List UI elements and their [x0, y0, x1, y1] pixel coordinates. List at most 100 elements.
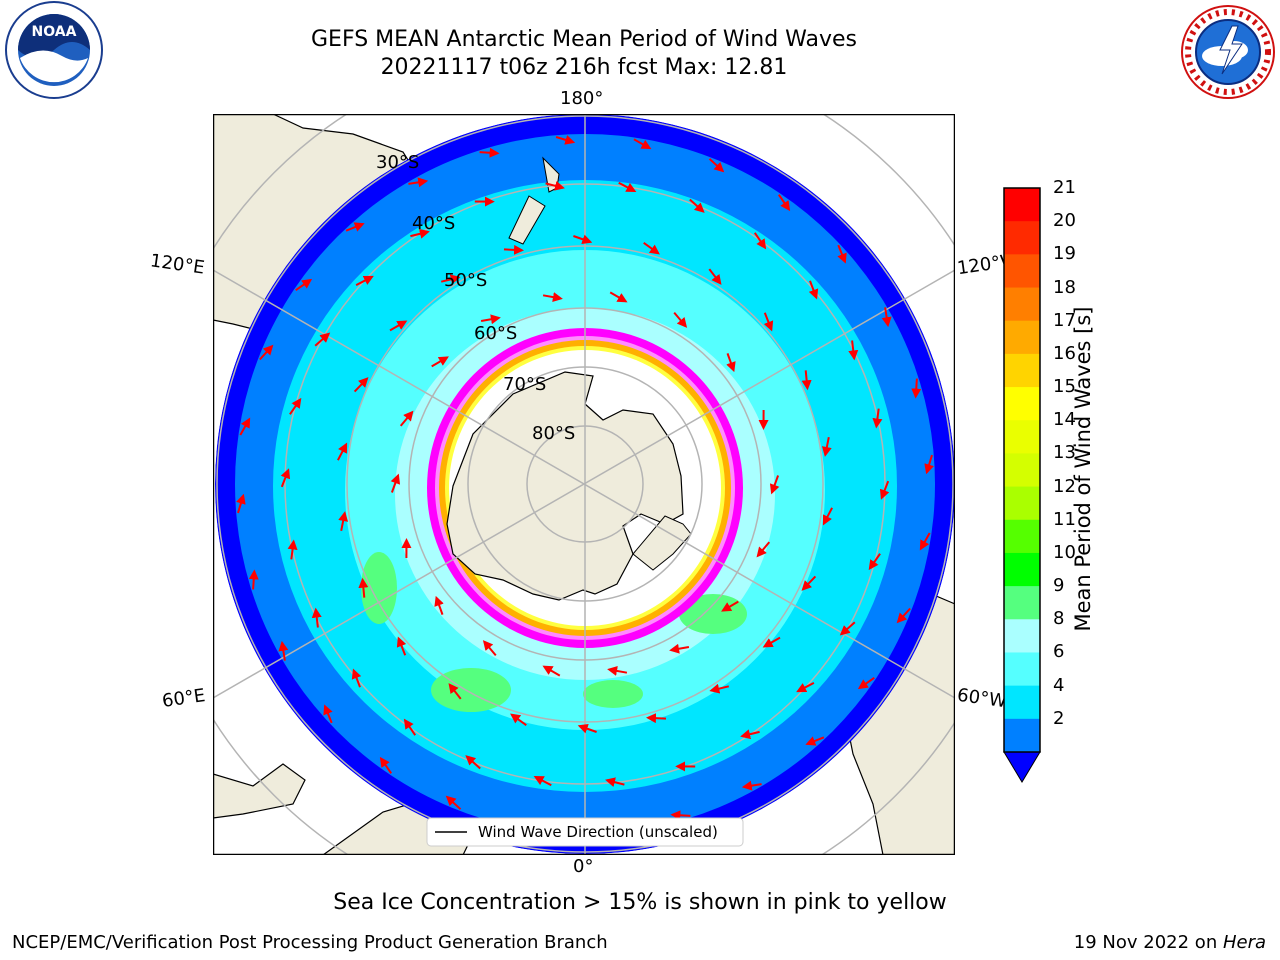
wind-wave-arrow — [510, 713, 527, 727]
wind-wave-arrow — [545, 180, 565, 191]
wind-wave-arrow — [924, 454, 934, 475]
wind-wave-arrow — [822, 507, 833, 526]
wind-wave-arrow — [605, 777, 625, 788]
wind-wave-arrow — [358, 577, 369, 598]
chart-subtitle: 20221117 t06z 216h fcst Max: 12.81 — [380, 55, 788, 80]
wind-wave-arrow — [740, 729, 760, 740]
wind-wave-arrows — [236, 135, 934, 833]
wind-wave-arrow — [542, 665, 561, 677]
wind-wave-arrow — [607, 665, 628, 676]
chart-title: GEFS MEAN Antarctic Mean Period of Wind … — [311, 27, 857, 52]
wind-wave-arrow — [389, 320, 408, 332]
wind-wave-arrow — [753, 232, 767, 250]
lat-label-70s: 70°S — [503, 374, 547, 395]
colorbar-segment — [1004, 353, 1040, 388]
wind-wave-arrow — [465, 755, 481, 770]
colorbar-segment — [1004, 586, 1040, 620]
wind-wave-arrow — [323, 704, 333, 724]
wind-wave-arrow — [311, 607, 322, 628]
wind-wave-arrow — [533, 775, 552, 787]
wind-wave-arrow — [573, 234, 593, 245]
wind-wave-arrow — [868, 553, 881, 571]
colorbar-tick-label: 16 — [1053, 342, 1076, 364]
wind-wave-arrow — [801, 575, 817, 591]
colorbar-extend — [1003, 751, 1041, 783]
wind-wave-arrow — [379, 756, 393, 774]
colorbar-tick-label: 12 — [1053, 475, 1076, 497]
ice-note: Sea Ice Concentration > 15% is shown in … — [333, 890, 947, 915]
wind-wave-arrow — [403, 718, 417, 736]
colorbar — [1003, 187, 1041, 783]
lon-label-120e: 120°E — [148, 250, 206, 279]
wind-wave-arrow — [763, 312, 774, 332]
wind-wave-arrow — [689, 198, 705, 213]
lat-label-80s: 80°S — [532, 423, 576, 444]
colorbar-segment — [1004, 453, 1040, 488]
colorbar-segment — [1004, 685, 1040, 720]
wind-wave-arrow — [399, 410, 414, 427]
wind-wave-arrow — [669, 643, 690, 654]
wind-wave-arrow — [708, 268, 722, 285]
lon-label-0: 0° — [573, 856, 594, 877]
wind-wave-arrow — [248, 569, 259, 590]
map-panel: Wind Wave Direction (unscaled) — [213, 114, 955, 855]
wind-wave-arrow — [390, 473, 401, 493]
credit: NCEP/EMC/Verification Post Processing Pr… — [12, 932, 608, 953]
wind-wave-arrow — [482, 640, 497, 657]
lon-label-180: 180° — [560, 88, 604, 109]
legend-label: Wind Wave Direction (unscaled) — [478, 823, 718, 841]
colorbar-tick-label: 20 — [1053, 210, 1076, 232]
wind-wave-arrow — [837, 244, 847, 264]
colorbar-tick-label: 19 — [1053, 243, 1076, 265]
colorbar-tick-label: 13 — [1053, 442, 1076, 464]
colorbar-tick-label: 18 — [1053, 276, 1076, 298]
colorbar-segment — [1004, 320, 1040, 355]
wind-wave-arrow — [280, 468, 291, 488]
colorbar-tick-label: 10 — [1053, 541, 1076, 563]
wind-wave-arrow — [805, 736, 825, 746]
wind-wave-arrow — [726, 353, 736, 373]
wind-wave-arrow — [408, 177, 429, 188]
colorbar-segment — [1004, 652, 1040, 687]
wind-wave-arrow — [741, 780, 762, 791]
wind-wave-arrow — [821, 437, 832, 457]
wind-wave-arrow — [555, 135, 576, 145]
wind-wave-arrow — [796, 682, 815, 693]
wind-wave-arrow — [259, 344, 274, 361]
wind-wave-arrow — [351, 668, 362, 688]
wind-wave-arrow — [618, 181, 637, 193]
colorbar-tick-label: 15 — [1053, 376, 1076, 398]
lat-label-40s: 40°S — [412, 213, 456, 234]
colorbar-tick-label: 6 — [1053, 641, 1065, 663]
wind-wave-arrow — [609, 291, 628, 303]
wind-wave-arrow — [440, 274, 461, 285]
wind-wave-arrow — [872, 408, 883, 429]
noaa-logo-icon: NOAA — [5, 1, 103, 99]
wind-wave-arrow — [353, 377, 369, 393]
wind-wave-arrow — [345, 222, 365, 232]
colorbar-segment — [1004, 519, 1040, 554]
wind-wave-arrow — [239, 417, 251, 436]
wind-wave-arrow — [410, 228, 430, 239]
wind-wave-arrow — [289, 397, 302, 415]
legend: Wind Wave Direction (unscaled) — [426, 817, 744, 847]
wind-wave-arrow — [542, 292, 563, 303]
wind-wave-arrow — [643, 241, 660, 255]
wind-wave-arrow — [881, 307, 892, 328]
colorbar-segment — [1004, 387, 1040, 421]
wind-wave-arrow — [338, 511, 349, 531]
colorbar-segment — [1004, 718, 1040, 753]
wind-wave-arrow — [721, 600, 739, 612]
wind-wave-arrow — [673, 311, 688, 328]
wind-wave-arrow — [479, 147, 500, 158]
colorbar-segment — [1004, 486, 1040, 521]
colorbar-segment — [1004, 254, 1040, 289]
date-text: 19 Nov 2022 on — [1073, 932, 1223, 953]
colorbar-tick-label: 9 — [1053, 575, 1065, 597]
colorbar-tick-label: 21 — [1053, 177, 1076, 198]
wind-wave-arrow — [314, 332, 331, 347]
colorbar-segment — [1004, 619, 1040, 653]
colorbar-tick-label: 17 — [1053, 309, 1076, 331]
wind-wave-arrow — [295, 278, 313, 292]
wind-wave-arrow — [434, 595, 444, 615]
